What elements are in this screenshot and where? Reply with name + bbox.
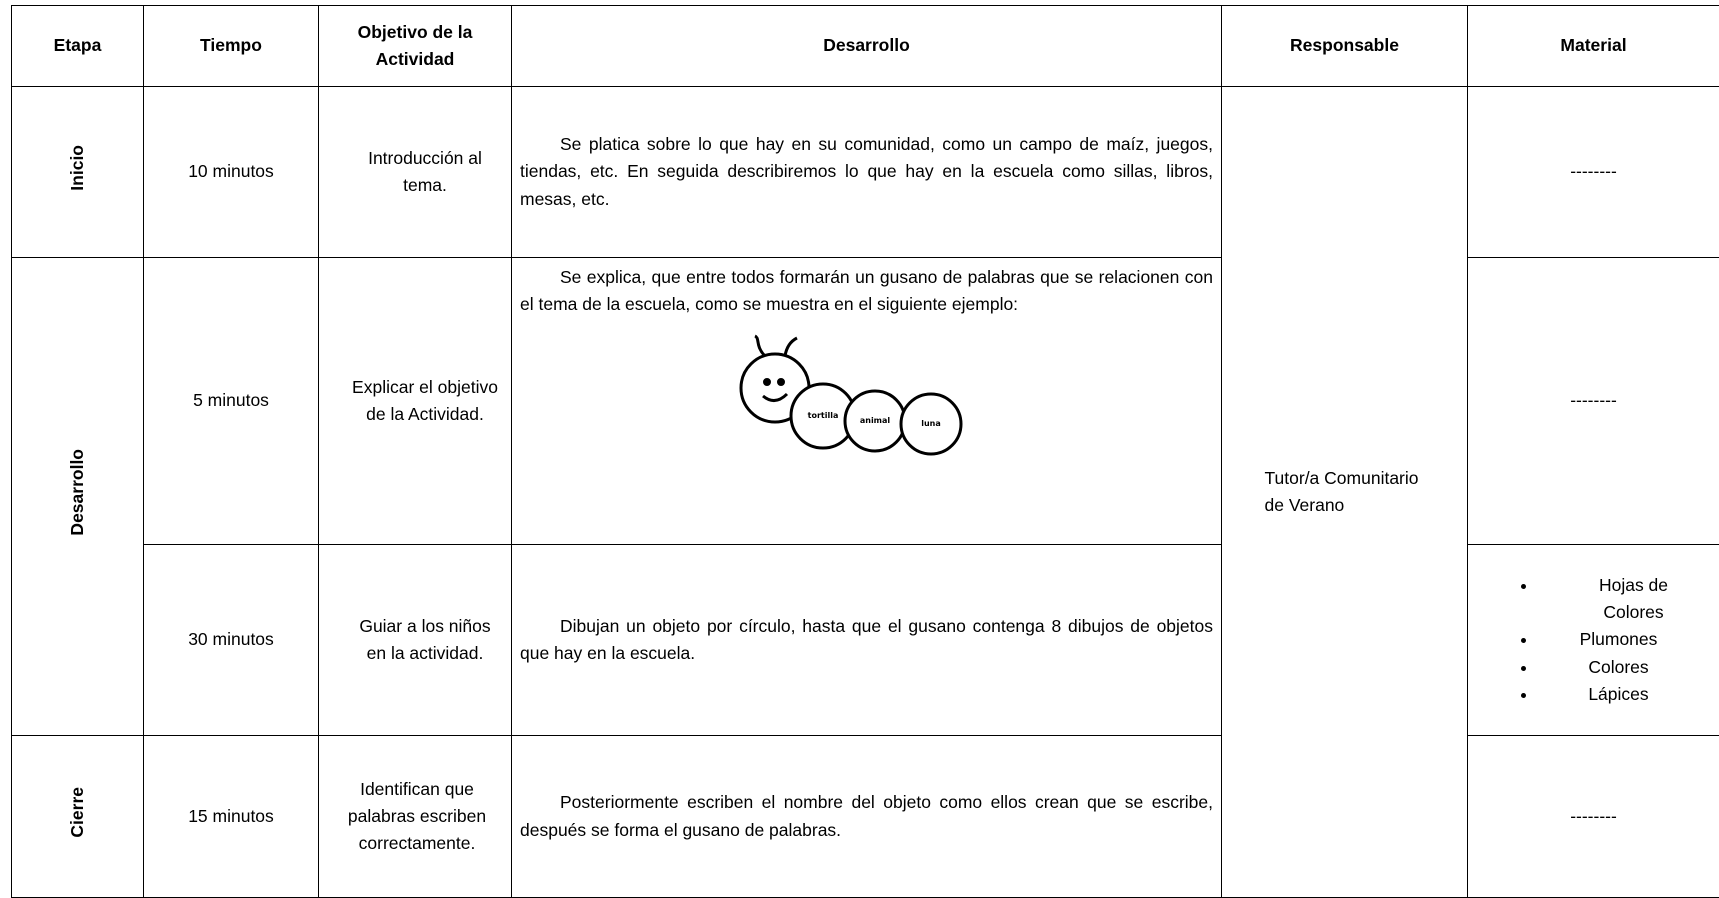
header-cell: Objetivo de la Actividad (318, 5, 512, 87)
tiempo: 15 minutos (143, 735, 319, 898)
header-cell: Material (1467, 5, 1719, 87)
material-item: Colores (1538, 654, 1699, 681)
etapa: Desarrollo (66, 449, 87, 536)
antenna (754, 334, 767, 358)
etapa: Inicio (66, 145, 87, 191)
tiempo: 30 minutos (143, 544, 319, 736)
antenna (783, 336, 798, 357)
material-item: Plumones (1538, 626, 1699, 653)
header-cell: Responsable (1221, 5, 1468, 87)
desarrollo: Se explica, que entre todos formarán un … (520, 267, 1213, 315)
eye (763, 378, 771, 387)
row: Cierre 15 minutos Identifican que palabr… (11, 735, 1719, 898)
worm-label: tortilla (808, 411, 839, 420)
material-cell: Hojas de Colores Plumones Colores Lápice… (1467, 544, 1719, 736)
material: -------- (1467, 257, 1719, 545)
objetivo: Identifican que palabras escriben correc… (318, 735, 512, 898)
tiempo: 5 minutos (143, 257, 319, 545)
responsable-text: Tutor/a Comunitario de Verano (1264, 467, 1419, 515)
objetivo: Guiar a los niños en la actividad. (318, 544, 512, 736)
row: 30 minutos Guiar a los niños en la activ… (12, 544, 1719, 736)
material-item: Lápices (1538, 681, 1699, 708)
objetivo: Introducción al tema. (318, 86, 512, 258)
desarrollo: Dibujan un objeto por círculo, hasta que… (511, 544, 1222, 736)
etapa-cell: Desarrollo (11, 257, 144, 736)
material-list: Hojas de Colores Plumones Colores Lápice… (1498, 572, 1699, 708)
material: -------- (1467, 86, 1719, 258)
row: Desarrollo 5 minutos Explicar el objetiv… (11, 257, 1719, 736)
desarrollo: Posteriormente escriben el nombre del ob… (511, 735, 1222, 898)
desarrollo: Se platica sobre lo que hay en su comuni… (511, 86, 1222, 258)
etapa-cell: Cierre (11, 735, 144, 898)
worm-figure: tortilla animal luna (739, 334, 963, 456)
etapa: Cierre (66, 787, 87, 838)
tiempo: 10 minutos (143, 86, 319, 258)
row: Inicio 10 minutos Introducción al tema. … (11, 86, 1719, 898)
material-item: Hojas de Colores (1538, 572, 1699, 626)
header-cell: Tiempo (143, 5, 319, 87)
objetivo: Explicar el objetivo de la Actividad. (318, 257, 512, 545)
eye (777, 378, 785, 387)
responsable: Tutor/a Comunitario de Verano (1221, 86, 1468, 898)
worm-label: luna (921, 419, 941, 428)
desarrollo-cell: Se explica, que entre todos formarán un … (511, 257, 1222, 545)
worm-segment (899, 392, 963, 456)
material: -------- (1467, 735, 1719, 898)
activity-table: Etapa Tiempo Objetivo de la Actividad De… (11, 5, 1719, 898)
worm-label: animal (860, 416, 891, 425)
smile (762, 393, 789, 403)
header-row: Etapa Tiempo Objetivo de la Actividad De… (11, 5, 1719, 87)
header-cell: Etapa (11, 5, 144, 87)
header-cell: Desarrollo (511, 5, 1222, 87)
etapa-cell: Inicio (11, 86, 144, 258)
